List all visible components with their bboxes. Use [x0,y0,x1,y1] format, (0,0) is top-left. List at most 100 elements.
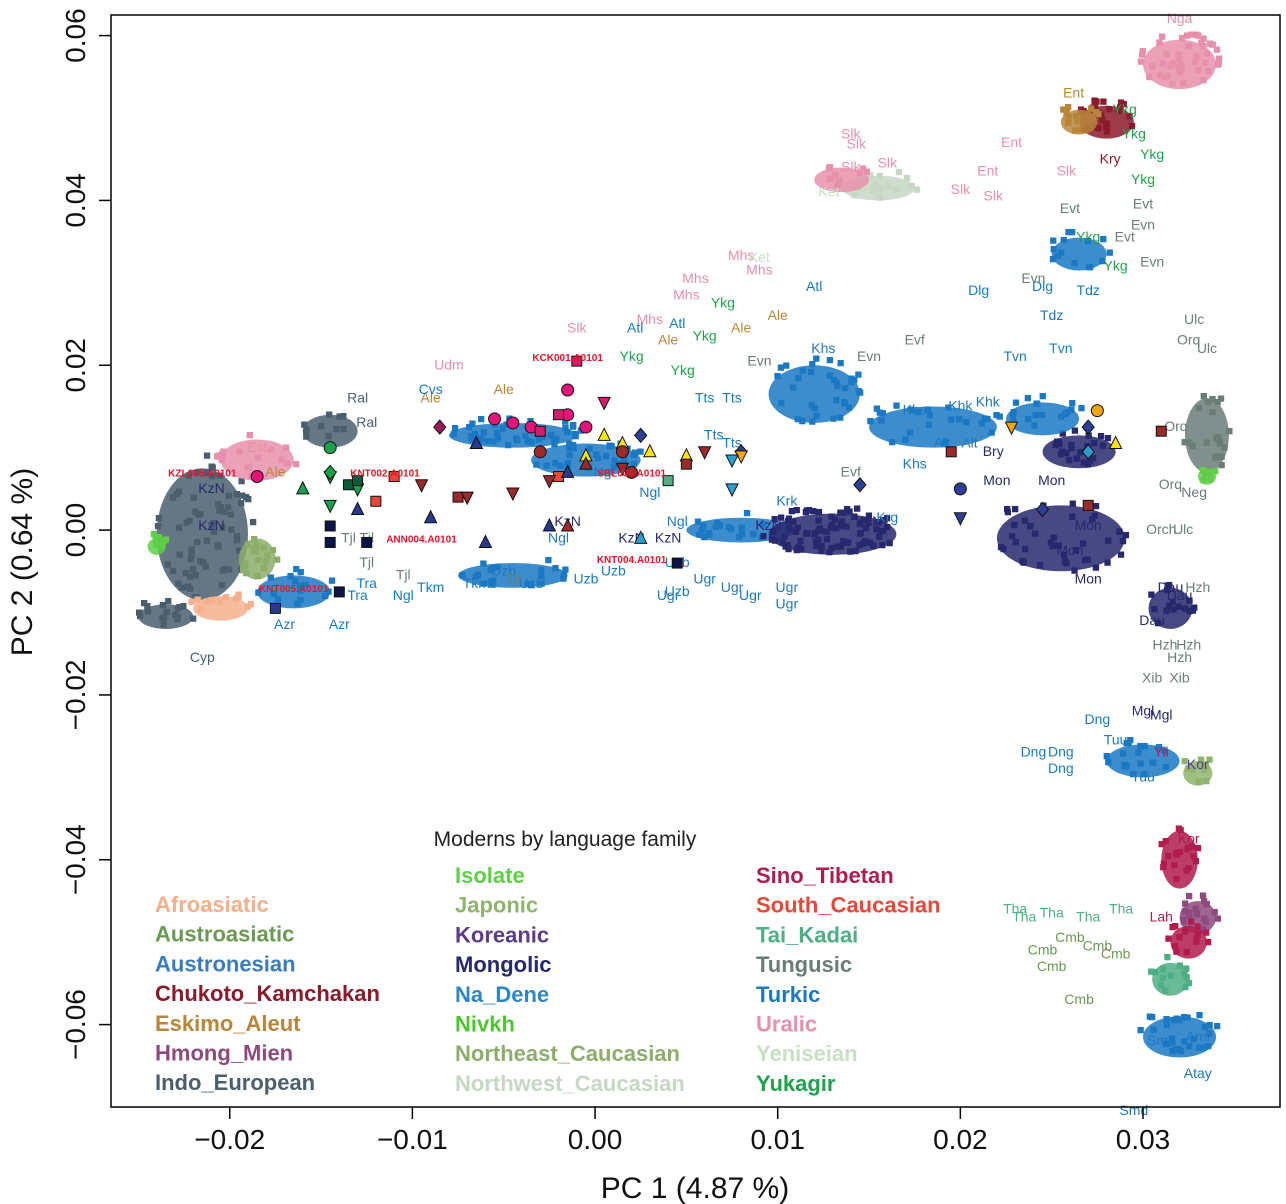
cluster-glyph: ■ [1065,452,1073,467]
cluster-glyph: ■ [818,538,826,553]
cluster-glyph: ■ [249,514,257,529]
cluster-glyph: ■ [842,534,850,549]
cluster-glyph: ■ [1200,472,1208,487]
population-label: Slk [847,136,867,152]
population-label: Udm [434,356,464,372]
cluster-glyph: ■ [296,578,304,593]
cluster-glyph: ■ [547,427,555,442]
cluster-glyph: ■ [225,562,233,577]
cluster-glyph: ■ [1064,99,1072,114]
cluster-glyph: ■ [631,445,639,460]
cluster-core [1170,925,1207,959]
cluster-24: ■ ■■■■■■■■■■■ ■■■■ [1147,577,1198,630]
population-label: Tvn [1003,348,1026,364]
cluster-glyph: ■ [1184,841,1192,856]
cluster-glyph: ■ [255,552,263,567]
cluster-glyph: ■ [1128,118,1136,133]
cluster-13: ■■■■■■■■■■■■■■■■■■■■■ ■■■■■ ■■■■■■■ ■■■■■■■… [760,501,897,559]
cluster-27: ■■■■■■■■■■■■■■■■■■■■ [1158,821,1202,889]
legend-entry: Northeast_Caucasian [455,1041,680,1066]
population-label: Tha [1012,909,1036,925]
population-label: Tts [722,389,741,405]
cluster-glyph: ■ [566,447,574,462]
cluster-glyph: ■ [156,537,164,552]
cluster-16: ■■■■■■■■■■■■■■■■■■ [1006,388,1086,436]
cluster-glyph: ■ [1092,498,1100,513]
cluster-glyph: ■ [1059,425,1067,440]
legend: Moderns by language family Afroasiatic Au… [155,828,941,1096]
population-label: Atl [806,278,822,294]
cluster-glyph: ■ [160,609,168,624]
population-label: Dlg [968,282,989,298]
cluster-glyph: ■ [803,525,811,540]
population-label: Tts [722,435,741,451]
population-label: Hzh [1152,637,1177,653]
population-label: Cmb [1028,942,1058,958]
cluster-glyph: ■ [1183,28,1191,43]
population-label: Ngl [594,464,615,480]
cluster-glyph: ■ [1185,905,1193,920]
cluster-glyph: ■ [1204,934,1212,949]
cluster-glyph: ■ [474,567,482,582]
cluster-glyph: ■ [1203,434,1211,449]
cluster-glyph: ■ [1155,739,1163,754]
cluster-glyph: ■ [1104,754,1112,769]
cluster-glyph: ■ [1094,120,1102,135]
cluster-glyph: ■ [220,443,228,458]
legend-entry: Turkic [756,982,820,1007]
cluster-glyph: ■ [1171,857,1179,872]
cluster-glyph: ■ [996,408,1004,423]
cluster-glyph: ■ [194,465,202,480]
population-label: Evf [905,332,925,348]
cluster-glyph: ■ [1180,1033,1188,1048]
cluster-glyph: ■ [1158,29,1166,44]
cluster-glyph: ■ [186,580,194,595]
cluster-glyph: ■ [1185,38,1193,53]
cluster-glyph: ■ [1063,445,1071,460]
cluster-glyph: ■ [1072,108,1080,123]
legend-entry: Austronesian [155,951,296,976]
population-label: Slk [567,319,587,335]
cluster-glyph: ■ [777,395,785,410]
cluster-glyph: ■ [513,432,521,447]
cluster-glyph: ■ [1060,232,1068,247]
ancient-sample-triangle [633,530,648,544]
cluster-glyph: ■ [254,449,262,464]
cluster-glyph: ■ [1047,534,1055,549]
cluster-glyph: ■ [551,436,559,451]
cluster-2: ■■■■■■ ■■ ■■■■ [188,587,255,621]
cluster-glyph: ■ [1088,511,1096,526]
cluster-glyph: ■ [1189,438,1197,453]
cluster-glyph: ■ [880,512,888,527]
population-label: Khs [903,402,927,418]
cluster-glyph: ■ [203,448,211,463]
cluster-glyph: ■ [191,589,199,604]
cluster-glyph: ■ [199,554,207,569]
cluster-glyph: ■ [1196,1007,1204,1022]
cluster-glyph: ■ [260,539,268,554]
cluster-core [1060,109,1098,135]
cluster-core [768,513,897,555]
cluster-glyph: ■ [1019,553,1027,568]
cluster-glyph: ■ [524,433,532,448]
cluster-glyph: ■ [451,420,459,435]
ancient-sample-diamond [1081,444,1095,460]
cluster-glyph: ■ [284,455,292,470]
cluster-glyph: ■ [1181,924,1189,939]
cluster-glyph: ■ [1077,102,1085,117]
ancient-sample-tri_down [615,462,630,477]
cluster-glyph: ■ [175,520,183,535]
ancient-sample-tri_down [725,483,739,498]
ancient-sample-square [324,536,336,548]
population-label: Tjl [359,554,374,570]
cluster-glyph: ■ [749,526,757,541]
cluster-core [1197,468,1217,485]
ancient-sample-label: SBL004.A0101 [597,469,666,480]
cluster-glyph: ■ [1093,94,1101,109]
y-tick-label: −0.02 [60,659,91,730]
cluster-glyph: ■ [1181,965,1189,980]
cluster-glyph: ■ [1149,754,1157,769]
cluster-glyph: ■ [477,411,485,426]
cluster-glyph: ■ [465,419,473,434]
cluster-glyph: ■ [962,414,970,429]
